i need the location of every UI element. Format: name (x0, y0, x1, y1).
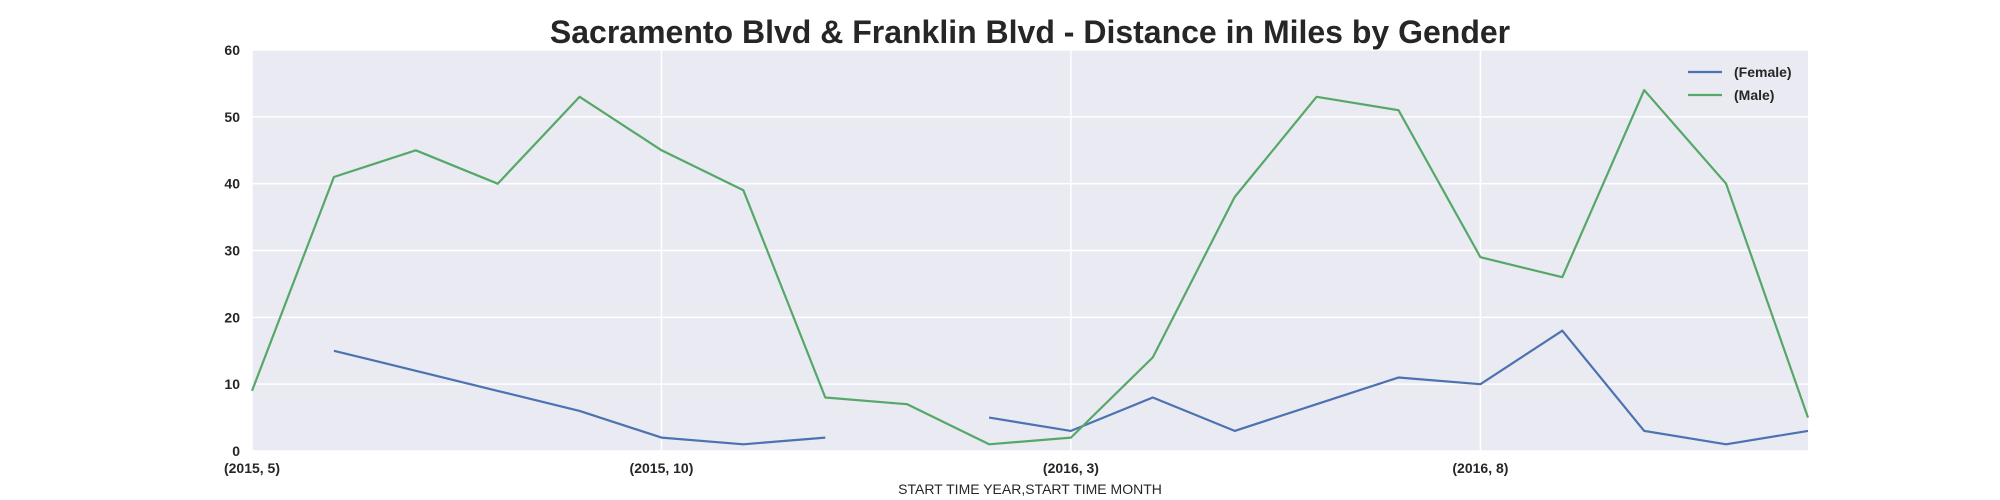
y-tick-label: 20 (224, 309, 240, 325)
series-line (988, 329, 1809, 446)
x-tick-label: (2015, 10) (630, 460, 694, 476)
y-tick-label: 0 (232, 443, 240, 459)
legend-label: (Male) (1734, 87, 1774, 103)
series-male (250, 88, 1810, 446)
y-tick-label: 10 (224, 376, 240, 392)
y-tick-label: 60 (224, 42, 240, 58)
x-tick-label: (2016, 3) (1043, 460, 1099, 476)
x-axis-label: START TIME YEAR,START TIME MONTH (898, 481, 1162, 497)
y-tick-label: 40 (224, 176, 240, 192)
series-female (333, 329, 1809, 446)
x-tick-label: (2015, 5) (224, 460, 280, 476)
y-tick-label: 50 (224, 109, 240, 125)
legend-label: (Female) (1734, 64, 1792, 80)
chart-title: Sacramento Blvd & Franklin Blvd - Distan… (550, 14, 1510, 50)
y-tick-label: 30 (224, 243, 240, 259)
legend: (Female) (Male) (1688, 64, 1792, 103)
series-layer (250, 88, 1810, 446)
y-axis: 0 10 20 30 40 50 60 (224, 42, 240, 459)
x-axis: (2015, 5) (2015, 10) (2016, 3) (2016, 8) (224, 460, 1508, 476)
x-tick-label: (2016, 8) (1452, 460, 1508, 476)
series-line (333, 349, 826, 446)
series-line (250, 88, 1810, 446)
